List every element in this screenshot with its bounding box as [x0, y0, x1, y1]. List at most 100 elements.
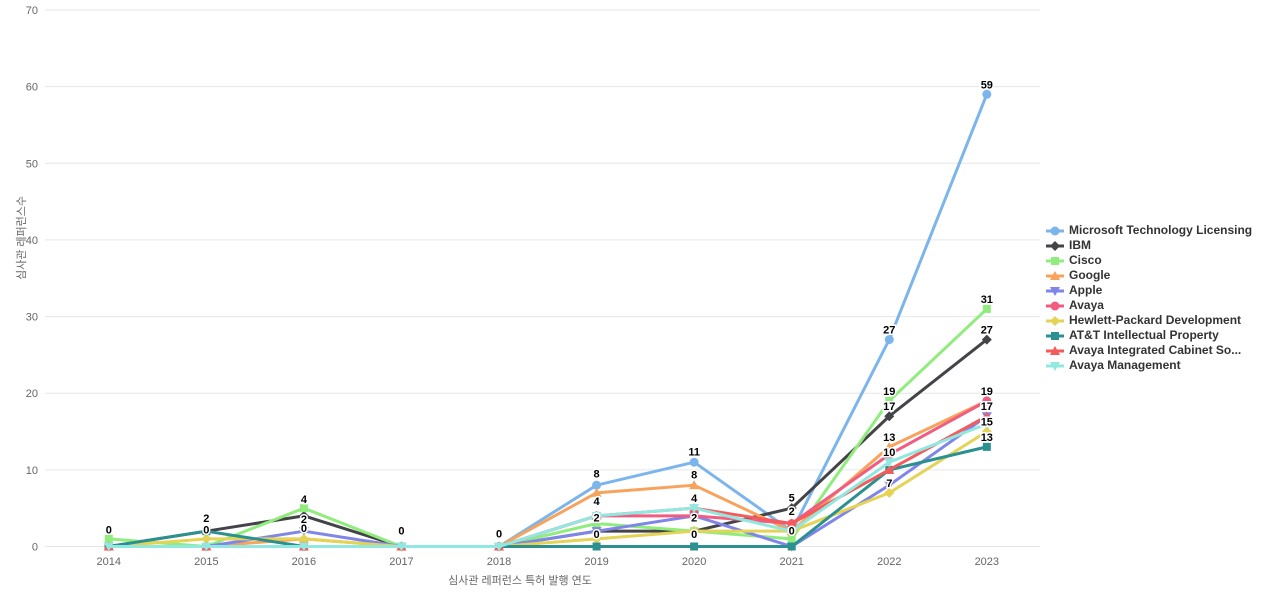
data-point-marker[interactable] [981, 411, 992, 421]
data-point-marker[interactable] [981, 426, 992, 437]
square-legend-icon [1046, 331, 1064, 340]
legend-item-google[interactable]: Google [1046, 268, 1252, 283]
point-value-label: 31 [981, 294, 993, 306]
data-point-marker[interactable] [299, 504, 308, 513]
circle-legend-icon [1046, 301, 1064, 310]
data-point-marker[interactable] [787, 534, 796, 543]
data-point-marker[interactable] [884, 487, 895, 498]
data-point-marker[interactable] [981, 419, 992, 429]
data-point-marker[interactable] [201, 533, 212, 544]
point-value-label: 2 [594, 512, 600, 524]
triangle-legend-icon [1046, 270, 1064, 280]
point-value-label: 2 [301, 514, 307, 526]
data-point-marker[interactable] [592, 519, 601, 528]
data-point-marker[interactable] [298, 527, 309, 537]
series-line-avaya-management[interactable] [108, 422, 988, 548]
x-tick-label: 2021 [779, 556, 803, 568]
x-tick-label: 2017 [389, 556, 413, 568]
data-point-marker[interactable] [884, 441, 895, 451]
legend-item-hewlett-packard-development[interactable]: Hewlett-Packard Development [1046, 313, 1252, 328]
data-point-marker[interactable] [591, 487, 602, 497]
data-point-marker[interactable] [201, 542, 212, 552]
data-point-marker[interactable] [298, 510, 309, 521]
point-value-label: 19 [883, 386, 895, 398]
data-point-marker[interactable] [786, 503, 797, 514]
data-point-marker[interactable] [787, 542, 796, 551]
point-value-label: 19 [981, 386, 993, 398]
legend-item-avaya-management[interactable]: Avaya Management [1046, 358, 1252, 373]
legend: Microsoft Technology Licensing IBM Cisco Go… [1046, 223, 1252, 373]
data-point-marker[interactable] [591, 511, 602, 521]
legend-label: Avaya [1069, 298, 1104, 312]
data-point-marker[interactable] [885, 396, 894, 405]
data-point-marker[interactable] [689, 511, 699, 521]
y-tick-label: 20 [26, 388, 38, 400]
data-point-marker[interactable] [298, 533, 309, 544]
data-point-marker[interactable] [689, 457, 699, 467]
data-point-marker[interactable] [592, 480, 602, 490]
y-tick-label: 0 [32, 542, 38, 554]
data-point-marker[interactable] [981, 334, 992, 345]
legend-item-avaya[interactable]: Avaya [1046, 298, 1252, 313]
legend-item-cisco[interactable]: Cisco [1046, 253, 1252, 268]
square-legend-icon [1046, 256, 1064, 265]
data-point-marker[interactable] [884, 411, 895, 422]
data-point-marker[interactable] [982, 396, 992, 406]
point-value-label: 2 [203, 513, 209, 525]
legend-item-apple[interactable]: Apple [1046, 283, 1252, 298]
data-point-marker[interactable] [689, 504, 700, 514]
legend-label: AT&T Intellectual Property [1069, 328, 1219, 342]
data-point-marker[interactable] [884, 458, 895, 468]
x-tick-label: 2016 [292, 556, 316, 568]
y-tick-label: 70 [26, 5, 38, 17]
point-value-label: 2 [691, 512, 697, 524]
point-value-label: 13 [981, 432, 993, 444]
data-point-marker[interactable] [786, 527, 797, 537]
data-point-marker[interactable] [884, 450, 894, 460]
legend-item-ibm[interactable]: IBM [1046, 238, 1252, 253]
point-value-label: 0 [106, 525, 112, 537]
legend-item-microsoft-technology-licensing[interactable]: Microsoft Technology Licensing [1046, 223, 1252, 238]
circle-legend-icon [1046, 226, 1064, 235]
data-point-marker[interactable] [202, 527, 211, 536]
data-point-marker[interactable] [494, 542, 505, 552]
data-point-marker[interactable] [592, 542, 601, 551]
point-value-label: 11 [688, 446, 700, 458]
data-point-marker[interactable] [884, 464, 895, 474]
y-axis-title: 심사관 레퍼런스수 [16, 195, 28, 280]
legend-label: Cisco [1069, 253, 1102, 267]
legend-item-avaya-integrated-cabinet-so-[interactable]: Avaya Integrated Cabinet So... [1046, 343, 1252, 358]
diamond-legend-icon [1046, 240, 1064, 251]
data-point-marker[interactable] [591, 533, 602, 544]
x-tick-label: 2014 [97, 556, 121, 568]
series-line-at-t-intellectual-property[interactable] [108, 445, 988, 548]
data-point-marker[interactable] [104, 534, 113, 543]
triangle-down-legend-icon [1046, 286, 1064, 296]
data-point-marker[interactable] [103, 542, 114, 552]
data-point-marker[interactable] [591, 527, 602, 537]
data-point-marker[interactable] [786, 518, 797, 528]
data-point-marker[interactable] [884, 481, 895, 491]
point-value-label: 0 [398, 525, 404, 537]
data-point-marker[interactable] [298, 542, 309, 552]
point-value-label: 59 [981, 79, 993, 91]
legend-item-at-t-intellectual-property[interactable]: AT&T Intellectual Property [1046, 328, 1252, 343]
data-point-marker[interactable] [982, 89, 992, 99]
data-point-marker[interactable] [982, 304, 991, 313]
data-point-marker[interactable] [689, 526, 700, 537]
point-value-label: 0 [789, 525, 795, 537]
x-tick-label: 2019 [584, 556, 608, 568]
point-value-label: 0 [594, 529, 600, 541]
data-point-marker[interactable] [884, 335, 894, 345]
series-line-cisco[interactable] [108, 307, 988, 548]
y-tick-label: 50 [26, 158, 38, 170]
data-point-marker[interactable] [982, 442, 991, 451]
legend-label: Microsoft Technology Licensing [1069, 223, 1253, 237]
data-point-marker[interactable] [396, 542, 407, 552]
point-value-label: 4 [301, 494, 308, 506]
data-point-marker[interactable] [689, 480, 700, 490]
data-point-marker[interactable] [690, 542, 699, 551]
point-value-label: 0 [691, 529, 697, 541]
